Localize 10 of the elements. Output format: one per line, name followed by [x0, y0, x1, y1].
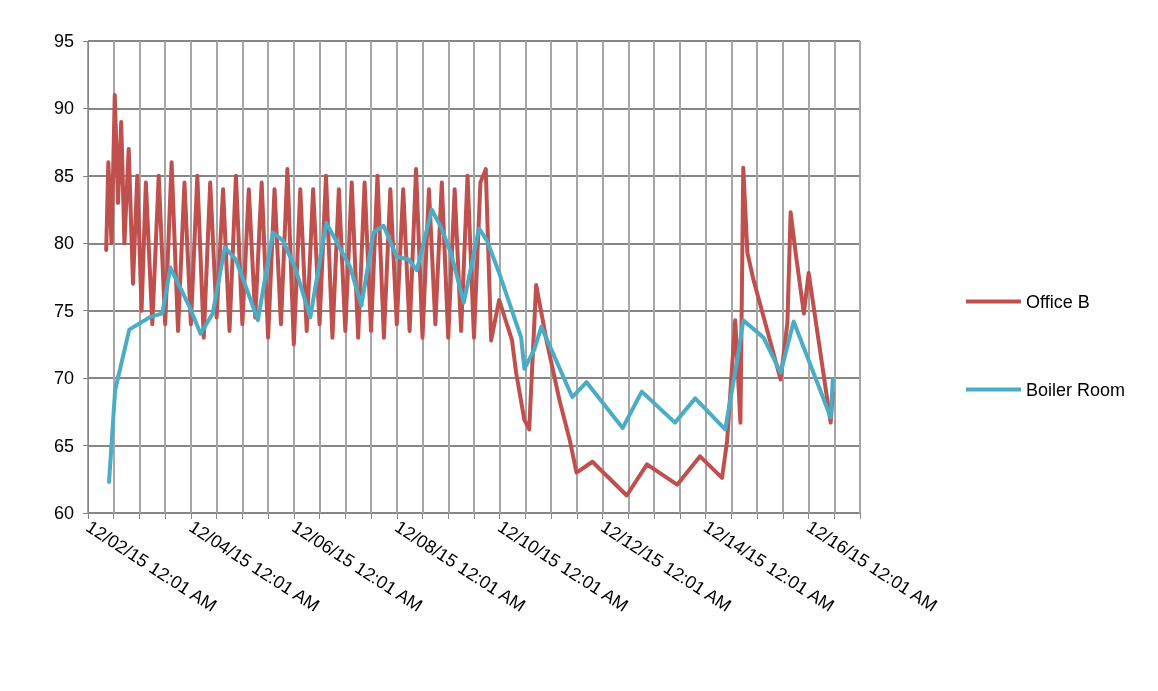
- y-tick-label: 70: [53, 368, 74, 389]
- y-tick-label: 90: [53, 98, 74, 119]
- y-tick-label: 75: [53, 300, 74, 321]
- y-tick-label: 95: [53, 31, 74, 51]
- y-tick-label: 80: [53, 233, 74, 254]
- legend-label: Office B: [1025, 291, 1090, 312]
- legend-label: Boiler Room: [1025, 379, 1126, 400]
- y-tick-label: 65: [53, 435, 74, 456]
- y-tick-label: 85: [53, 165, 74, 186]
- y-tick-label: 60: [53, 503, 74, 523]
